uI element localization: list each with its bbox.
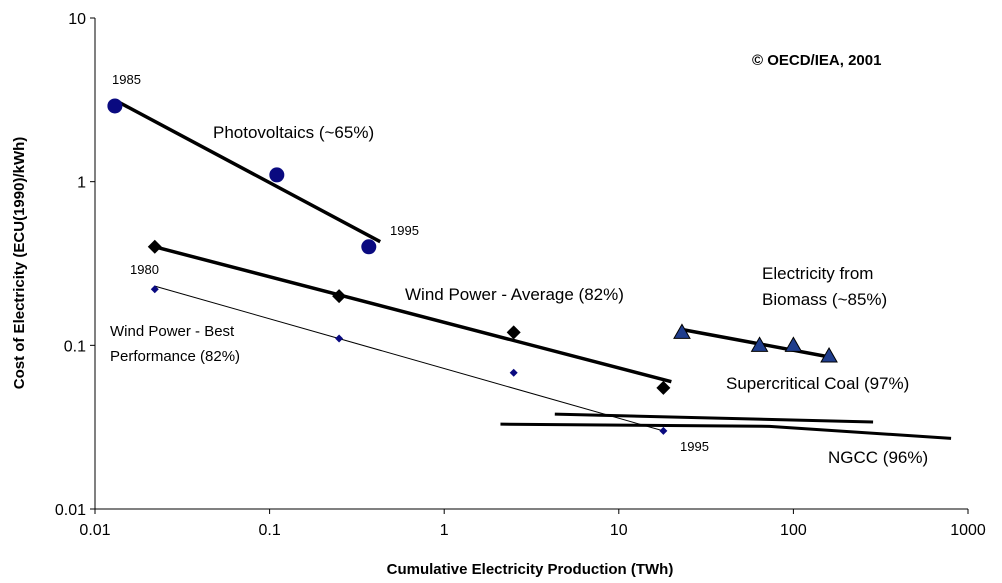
point (820, 347, 838, 363)
trend-line (500, 422, 952, 440)
y-tick-label: 0.01 (55, 502, 86, 519)
annotation: 1980 (130, 262, 159, 277)
point (673, 323, 691, 339)
annotation: 1995 (390, 223, 419, 238)
annotation: Wind Power - Average (82%) (405, 285, 624, 304)
x-tick-label: 1 (440, 522, 449, 539)
y-tick-label: 1 (77, 175, 86, 192)
x-tick-label: 1000 (950, 522, 986, 539)
y-tick-label: 0.1 (64, 338, 86, 355)
x-tick-label: 100 (780, 522, 807, 539)
annotation: Electricity from (762, 264, 873, 283)
point (659, 426, 668, 435)
trend-line (154, 245, 672, 384)
annotation: Biomass (~85%) (762, 290, 887, 309)
point (150, 285, 159, 294)
annotation: NGCC (96%) (828, 448, 928, 467)
annotation: © OECD/IEA, 2001 (752, 52, 881, 69)
x-axis-title: Cumulative Electricity Production (TWh) (387, 561, 674, 578)
trend-line (114, 98, 382, 244)
point (784, 336, 803, 352)
point (147, 239, 162, 254)
trend-line (554, 412, 874, 424)
point (361, 239, 377, 255)
x-tick-label: 0.01 (79, 522, 110, 539)
point (750, 336, 769, 352)
annotation: Supercritical Coal (97%) (726, 374, 909, 393)
point (335, 334, 344, 343)
point (269, 167, 285, 183)
x-tick-label: 10 (610, 522, 628, 539)
x-tick-label: 0.1 (258, 522, 280, 539)
point (509, 368, 518, 377)
y-tick-label: 10 (68, 11, 86, 28)
annotation: Performance (82%) (110, 348, 240, 365)
y-axis-title: Cost of Electricity (ECU(1990)/kWh) (11, 137, 28, 390)
point (506, 325, 521, 340)
annotation: 1985 (112, 72, 141, 87)
point (107, 98, 123, 114)
annotation: Photovoltaics (~65%) (213, 123, 374, 142)
point (332, 289, 347, 304)
annotation: 1995 (680, 439, 709, 454)
point (656, 380, 671, 395)
annotation: Wind Power - Best (110, 323, 235, 340)
trend-line (154, 285, 664, 432)
